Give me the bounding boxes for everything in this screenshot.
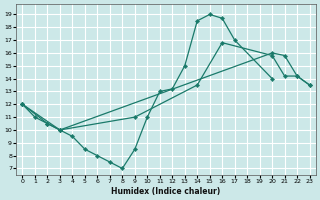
X-axis label: Humidex (Indice chaleur): Humidex (Indice chaleur) (111, 187, 221, 196)
